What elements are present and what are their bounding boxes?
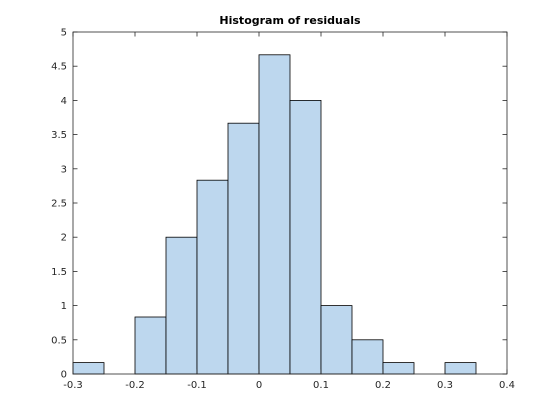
x-tick-label: -0.3	[63, 380, 83, 391]
y-tick-label: 0	[61, 370, 67, 381]
x-tick-label: 0.1	[313, 380, 329, 391]
y-tick-label: 5	[61, 28, 67, 39]
y-tick-label: 2.5	[51, 199, 67, 210]
y-tick-label: 3	[61, 164, 67, 175]
y-tick-label: 1.5	[51, 267, 67, 278]
y-tick-label: 1	[61, 301, 67, 312]
histogram-bar	[72, 362, 105, 375]
y-tick-label: 4	[61, 96, 67, 107]
histogram-bar	[134, 316, 167, 375]
histogram-bar	[444, 362, 477, 375]
y-tick-label: 4.5	[51, 62, 67, 73]
histogram-bar	[227, 122, 260, 375]
histogram-bar	[320, 305, 353, 375]
histogram-bar	[289, 100, 322, 375]
x-tick-label: 0.3	[437, 380, 453, 391]
y-tick-label: 2	[61, 233, 67, 244]
histogram-bar	[196, 179, 229, 375]
x-tick-label: 0.4	[499, 380, 515, 391]
x-tick-label: -0.1	[187, 380, 207, 391]
bars	[72, 54, 477, 375]
histogram-bar	[165, 236, 198, 375]
ticks: -0.3 -0.2 -0.1 0 0.1 0.2 0.3 0.4 0 0.5 1 1.5 2 2.5 3 3.…	[51, 28, 515, 392]
x-tick-label: 0.2	[375, 380, 391, 391]
y-tick-label: 0.5	[51, 335, 67, 346]
histogram-bar	[382, 362, 415, 375]
histogram-bar	[258, 54, 291, 375]
chart-title: Histogram of residuals	[219, 14, 361, 27]
x-tick-label: 0	[256, 380, 262, 391]
histogram-bar	[351, 339, 384, 375]
y-tick-label: 3.5	[51, 130, 67, 141]
x-tick-label: -0.2	[125, 380, 145, 391]
